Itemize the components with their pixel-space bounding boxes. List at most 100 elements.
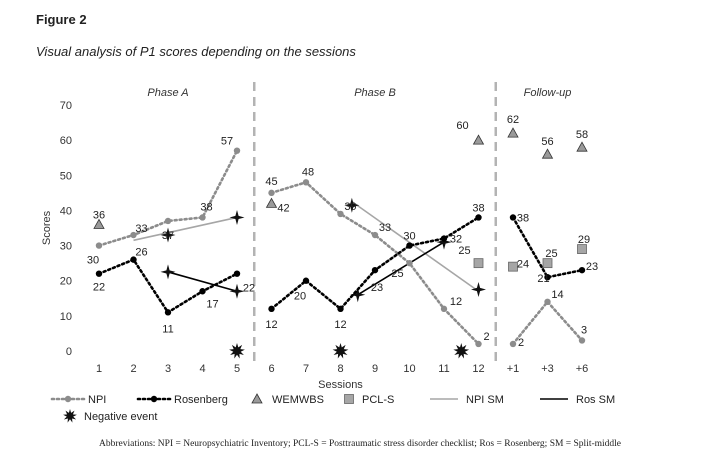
rosenberg-point (371, 266, 379, 274)
legend-label: Negative event (84, 411, 157, 423)
x-tick-label: +6 (576, 363, 589, 375)
sm-key-point-star (160, 264, 176, 280)
data-label: 2 (518, 337, 524, 349)
sm-key-point-star (471, 282, 486, 297)
data-label: 17 (206, 298, 218, 310)
data-label: 20 (294, 291, 306, 303)
series-points-layer (93, 127, 588, 359)
pcls-point (473, 258, 484, 269)
rosenberg-point (578, 266, 586, 274)
data-label: 36 (93, 209, 105, 221)
data-label: 21 (537, 273, 549, 285)
x-tick-label: 2 (130, 363, 136, 375)
rosenberg-point (233, 270, 241, 277)
npi-point (302, 179, 310, 186)
data-label: 24 (517, 259, 529, 271)
sm-key-point-star (229, 283, 245, 299)
npi-series-line (270, 180, 480, 346)
npi-point (406, 259, 413, 267)
rosenberg-point (302, 277, 310, 284)
rosenberg-point (130, 256, 137, 263)
data-label: 23 (586, 261, 598, 273)
data-label: 42 (277, 202, 289, 214)
ros-sm-line (357, 241, 445, 296)
data-label: 32 (450, 234, 462, 246)
negative-event-icon (332, 343, 349, 359)
data-label: 30 (403, 231, 415, 243)
x-tick-label: 6 (268, 363, 274, 375)
rosenberg-point (475, 214, 482, 221)
data-label: 25 (545, 248, 557, 260)
y-tick-label: 60 (60, 135, 72, 147)
npi-point (337, 210, 344, 218)
npi-sm-line (351, 200, 479, 292)
data-label: 12 (450, 296, 462, 308)
x-tick-label: 3 (165, 363, 171, 375)
data-label: 14 (551, 289, 563, 301)
sm-key-point-star (160, 227, 176, 243)
figure-subtitle: Visual analysis of P1 scores depending o… (36, 44, 356, 59)
data-label: 38 (472, 202, 484, 214)
legend-rosenberg-marker (150, 395, 158, 403)
x-tick-label: 5 (234, 363, 240, 375)
data-label: 29 (578, 234, 590, 246)
wemwbs-point (265, 197, 278, 208)
sm-key-point-star (436, 234, 452, 250)
x-tick-label: 9 (372, 363, 378, 375)
wemwbs-point (576, 141, 588, 152)
data-label: 39 (344, 201, 356, 213)
legend-wemwbs-marker (251, 393, 263, 404)
wemwbs-point (541, 148, 554, 159)
data-label: 37 (162, 230, 174, 242)
wemwbs-point (472, 134, 485, 145)
legend-label: Ros SM (576, 394, 615, 406)
data-label: 57 (221, 136, 233, 148)
npi-point (544, 298, 551, 305)
data-label: 25 (458, 245, 470, 257)
y-tick-label: 0 (66, 346, 72, 358)
legend-label: Rosenberg (174, 394, 228, 406)
phase-layer: Phase A Phase B Follow-up (147, 82, 571, 364)
npi-point (440, 305, 448, 313)
legend-layer: NPI Rosenberg WEMWBS PCL-S NPI SM Ros SM Negat… (50, 393, 615, 423)
data-label: 11 (162, 323, 173, 335)
x-tick-label: 1 (96, 363, 102, 375)
data-label: 58 (576, 129, 588, 141)
phase-label: Phase A (147, 87, 188, 99)
y-tick-label: 20 (60, 276, 72, 288)
negative-event-icon (229, 343, 245, 359)
data-label: 38 (517, 212, 529, 224)
x-tick-label: 10 (403, 363, 415, 375)
rosenberg-point (199, 288, 206, 295)
data-label: 26 (135, 247, 147, 259)
data-label: 3 (581, 324, 587, 336)
ros-sm-line (167, 271, 238, 293)
data-label: 25 (391, 268, 403, 280)
x-tick-label: 11 (438, 363, 449, 375)
y-tick-label: 30 (60, 241, 72, 253)
data-label: 48 (302, 166, 314, 178)
rosenberg-point (440, 235, 448, 242)
data-label: 38 (200, 201, 212, 213)
data-label: 30 (87, 255, 99, 267)
sm-key-point-star (350, 287, 366, 303)
split-middle-layer (133, 197, 486, 303)
figure-label: Figure 2 (36, 12, 87, 27)
data-label: 22 (243, 283, 255, 295)
x-tick-label: 7 (303, 363, 309, 375)
data-label: 56 (541, 136, 553, 148)
rosenberg-point (509, 214, 517, 221)
data-label: 33 (135, 223, 147, 235)
data-label: 33 (379, 222, 391, 234)
rosenberg-point (268, 305, 275, 313)
npi-point (509, 340, 517, 348)
phase-label: Phase B (354, 87, 396, 99)
legend-label: NPI (88, 394, 106, 406)
data-label: 22 (93, 282, 105, 294)
npi-series-line (97, 149, 239, 247)
legend-negative-event-icon (63, 409, 77, 423)
y-tick-label: 50 (60, 170, 72, 182)
legend-npi-marker (64, 395, 72, 403)
